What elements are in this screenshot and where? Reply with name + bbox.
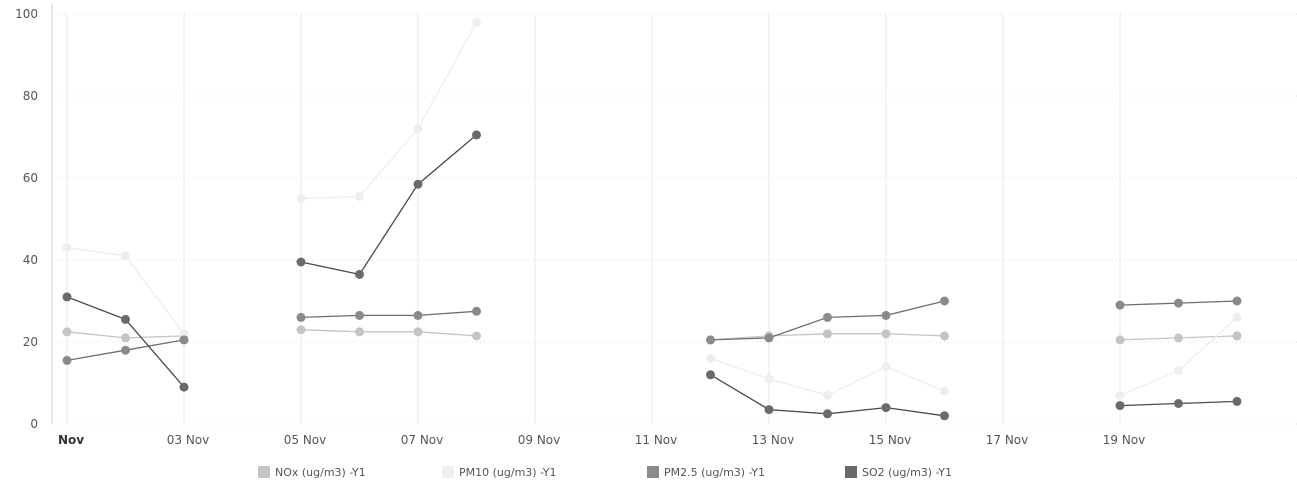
data-point[interactable] (413, 310, 423, 320)
y-tick-label: 100 (15, 7, 38, 21)
data-point[interactable] (121, 345, 130, 355)
series-line (300, 310, 477, 319)
x-tick-label: 17 Nov (986, 433, 1029, 447)
data-point[interactable] (121, 314, 130, 324)
x-tick-label: 19 Nov (1103, 433, 1146, 447)
data-point[interactable] (1174, 298, 1183, 308)
data-point[interactable] (296, 312, 306, 322)
data-point[interactable] (62, 327, 72, 337)
data-point[interactable] (823, 390, 832, 400)
data-point[interactable] (296, 194, 306, 203)
x-tick-label: 09 Nov (518, 433, 561, 447)
data-point[interactable] (296, 325, 306, 335)
data-point[interactable] (355, 310, 364, 320)
x-tick-label: 11 Nov (635, 433, 678, 447)
data-point[interactable] (881, 362, 891, 372)
data-point[interactable] (881, 329, 891, 339)
series-2 (62, 296, 1242, 365)
series-1 (62, 17, 1242, 400)
data-point[interactable] (1232, 396, 1242, 406)
legend-swatch[interactable] (845, 466, 857, 478)
data-point[interactable] (296, 257, 306, 267)
data-point[interactable] (121, 251, 130, 261)
data-point[interactable] (1232, 331, 1242, 341)
series-0 (62, 325, 1242, 345)
data-point[interactable] (355, 269, 364, 279)
data-point[interactable] (472, 306, 481, 316)
y-tick-label: 0 (30, 417, 38, 431)
data-point[interactable] (1232, 312, 1242, 322)
data-point[interactable] (472, 17, 481, 27)
series-line (710, 357, 945, 396)
series-3 (62, 130, 1242, 421)
data-point[interactable] (472, 130, 481, 140)
data-point[interactable] (1232, 296, 1242, 306)
legend-swatch[interactable] (258, 466, 270, 478)
legend-swatch[interactable] (442, 466, 454, 478)
data-point[interactable] (355, 191, 364, 201)
x-axis: Nov 03 Nov 05 Nov 07 Nov 09 Nov 11 Nov 13 Nov 1… (58, 433, 1145, 447)
data-point[interactable] (1115, 401, 1125, 411)
data-point[interactable] (764, 374, 774, 384)
data-point[interactable] (1174, 333, 1183, 343)
y-tick-label: 60 (23, 171, 38, 185)
grid-layer (52, 13, 1297, 425)
data-point[interactable] (823, 409, 832, 419)
x-tick-label: 07 Nov (401, 433, 444, 447)
data-point[interactable] (1174, 366, 1183, 376)
series-line (300, 329, 477, 337)
data-point[interactable] (764, 333, 774, 343)
data-point[interactable] (179, 335, 189, 345)
x-tick-label: 03 Nov (167, 433, 210, 447)
data-point[interactable] (706, 353, 715, 363)
x-tick-label: 15 Nov (869, 433, 912, 447)
data-point[interactable] (881, 403, 891, 413)
data-point[interactable] (62, 292, 72, 302)
y-tick-label: 20 (23, 335, 38, 349)
data-point[interactable] (413, 124, 423, 134)
x-tick-label: Nov (58, 433, 84, 447)
legend-swatch[interactable] (647, 466, 659, 478)
data-point[interactable] (940, 386, 949, 396)
data-point[interactable] (940, 411, 949, 421)
data-point[interactable] (706, 335, 715, 345)
series-line (300, 21, 478, 200)
data-point[interactable] (1115, 390, 1125, 400)
legend-label[interactable]: NOx (ug/m3) -Y1 (275, 466, 366, 479)
y-tick-label: 80 (23, 89, 38, 103)
data-point[interactable] (1174, 399, 1183, 408)
legend-label[interactable]: SO2 (ug/m3) -Y1 (862, 466, 952, 479)
data-point[interactable] (706, 370, 715, 380)
data-point[interactable] (940, 331, 949, 341)
data-point[interactable] (940, 296, 949, 306)
data-point[interactable] (413, 179, 423, 189)
data-point[interactable] (823, 329, 832, 339)
series-layer (62, 17, 1242, 421)
data-point[interactable] (179, 382, 189, 392)
legend-label[interactable]: PM2.5 (ug/m3) -Y1 (664, 466, 765, 479)
data-point[interactable] (823, 312, 832, 322)
data-point[interactable] (472, 331, 481, 341)
data-point[interactable] (413, 327, 423, 337)
data-point[interactable] (121, 333, 130, 343)
x-tick-label: 05 Nov (284, 433, 327, 447)
y-tick-label: 40 (23, 253, 38, 267)
data-point[interactable] (1115, 300, 1125, 310)
x-tick-label: 13 Nov (752, 433, 795, 447)
legend-label[interactable]: PM10 (ug/m3) -Y1 (459, 466, 556, 479)
data-point[interactable] (764, 405, 774, 415)
y-axis: 0 20 40 60 80 100 (15, 4, 53, 431)
data-point[interactable] (62, 243, 72, 253)
data-point[interactable] (1115, 335, 1125, 345)
data-point[interactable] (62, 355, 72, 365)
data-point[interactable] (881, 310, 891, 320)
legend: NOx (ug/m3) -Y1 PM10 (ug/m3) -Y1 PM2.5 (ug… (258, 466, 952, 479)
series-line (1119, 316, 1238, 396)
series-line (300, 134, 477, 276)
data-point[interactable] (355, 327, 364, 337)
